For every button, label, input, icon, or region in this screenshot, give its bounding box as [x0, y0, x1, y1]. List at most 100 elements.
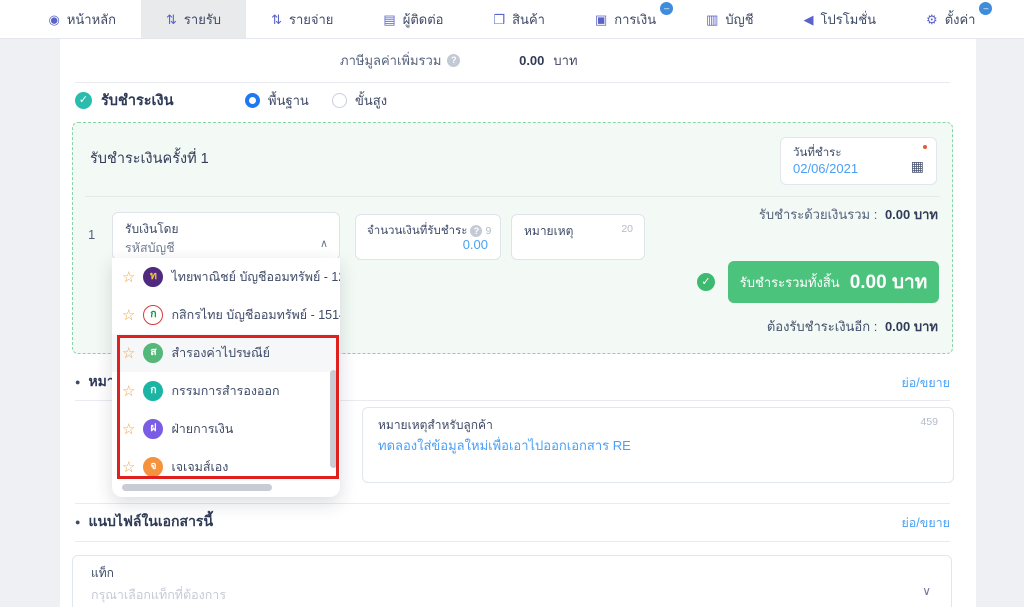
tag-label: แท็ก [91, 566, 114, 580]
help-icon[interactable]: ? [470, 225, 483, 237]
divider [75, 503, 950, 504]
cash-total-label: รับชำระด้วยเงินรวม : [758, 207, 878, 222]
vertical-scrollbar[interactable] [330, 370, 337, 468]
income-icon: ⇅ [166, 11, 177, 27]
customer-note-field[interactable]: หมายเหตุสำหรับลูกค้า 459 ทดลองใส่ข้อมูลใ… [362, 407, 954, 483]
notification-badge: – [660, 2, 674, 15]
remaining-line: ต้องรับชำระเงินอีก : 0.00 บาท [767, 316, 938, 337]
nav-tab[interactable]: ⇅ รายรับ [141, 0, 247, 38]
account-avatar: ท [143, 267, 164, 287]
mode-advanced-label: ขั้นสูง [355, 93, 388, 108]
attach-section-title: แนบไฟล์ในเอกสารนี้ [88, 513, 214, 529]
account-option[interactable]: ☆ ก กรรมการสำรองออก [112, 372, 340, 410]
tag-select[interactable]: แท็ก กรุณาเลือกแท็กที่ต้องการ ∨ [72, 555, 952, 607]
bullet-icon: ● [75, 517, 81, 527]
expense-icon: ⇅ [271, 11, 282, 27]
grand-total-button[interactable]: รับชำระรวมทั้งสิ้น 0.00 บาท [728, 261, 939, 303]
favorite-star-icon[interactable]: ☆ [122, 307, 136, 324]
payment-date-field[interactable]: วันที่ชำระ 02/06/2021 ▦ [780, 137, 937, 185]
cash-total-line: รับชำระด้วยเงินรวม : 0.00 บาท [759, 204, 938, 225]
dashboard-icon: ◉ [48, 11, 60, 27]
payment-date-value: 02/06/2021 [793, 161, 859, 176]
check-circle-icon: ✓ [697, 273, 715, 291]
attach-collapse-link[interactable]: ย่อ/ขยาย [901, 516, 950, 530]
favorite-star-icon[interactable]: ☆ [122, 269, 136, 286]
account-option[interactable]: ☆ ท ไทยพาณิชย์ บัญชีออมทรัพย์ - 123 [112, 258, 340, 296]
installment-title: รับชำระเงินครั้งที่ 1 [90, 151, 209, 167]
grand-total-label: รับชำระรวมทั้งสิ้น [739, 274, 840, 290]
payment-section-header: ✓ รับชำระเงิน [75, 89, 174, 112]
promotion-icon: ◀ [803, 11, 814, 27]
help-icon[interactable]: ? [447, 54, 461, 67]
nav-tab-label: รายรับ [183, 11, 222, 27]
favorite-star-icon[interactable]: ☆ [122, 383, 136, 400]
radio-unselected-icon [332, 93, 347, 108]
mode-advanced-radio[interactable]: ขั้นสูง [332, 90, 387, 111]
nav-tab-label: หน้าหลัก [66, 11, 117, 27]
account-option-label: ไทยพาณิชย์ บัญชีออมทรัพย์ - 123 [171, 270, 340, 284]
nav-tab-label: โปรโมชั่น [820, 11, 877, 27]
account-option[interactable]: ☆ จ เจเจมส์เอง [112, 448, 340, 486]
memo-field[interactable]: หมายเหตุ 20 [511, 214, 645, 260]
nav-tab[interactable]: ❒ สินค้า [468, 0, 569, 38]
memo-label: หมายเหตุ [524, 224, 574, 238]
cash-total-value: 0.00 บาท [884, 207, 938, 222]
check-circle-icon: ✓ [75, 92, 92, 109]
nav-tab[interactable]: ⚙ ตั้งค่า – [901, 0, 1000, 38]
accounting-icon: ▥ [706, 11, 719, 27]
customer-note-counter: 459 [920, 416, 938, 428]
favorite-star-icon[interactable]: ☆ [122, 421, 136, 438]
vat-total-row: ภาษีมูลค่าเพิ่มรวม ? 0.00 บาท [340, 50, 578, 71]
nav-tab[interactable]: ◉ หน้าหลัก [24, 0, 142, 38]
remaining-value: 0.00 บาท [884, 319, 938, 334]
account-avatar: ส [143, 343, 164, 363]
divider [75, 400, 950, 401]
account-dropdown: ☆ ท ไทยพาณิชย์ บัญชีออมทรัพย์ - 123 ☆ ก … [112, 258, 340, 497]
vat-total-label: ภาษีมูลค่าเพิ่มรวม [340, 53, 442, 68]
notes-collapse-link[interactable]: ย่อ/ขยาย [901, 376, 950, 390]
remaining-label: ต้องรับชำระเงินอีก : [766, 319, 878, 334]
amount-received-field[interactable]: จำนวนเงินที่รับชำระ ? 9 0.00 [355, 214, 501, 260]
nav-tab[interactable]: ▥ บัญชี [681, 0, 778, 38]
mode-basic-radio[interactable]: พื้นฐาน [245, 90, 309, 111]
customer-note-label: หมายเหตุสำหรับลูกค้า [378, 418, 493, 432]
divider [85, 196, 940, 197]
received-by-label: รับเงินโดย [125, 222, 179, 236]
nav-tab-label: รายจ่าย [288, 11, 334, 27]
received-by-select[interactable]: รับเงินโดย รหัสบัญชี ∧ [112, 212, 340, 260]
account-option[interactable]: ☆ ก กสิกรไทย บัญชีออมทรัพย์ - 15142 [112, 296, 340, 334]
calendar-icon[interactable]: ▦ [910, 158, 924, 174]
amount-counter: 9 [485, 225, 492, 237]
nav-tab-label: ผู้ติดต่อ [402, 11, 444, 27]
favorite-star-icon[interactable]: ☆ [122, 345, 136, 362]
vat-currency: บาท [553, 53, 578, 68]
account-avatar: ฝ [143, 419, 164, 439]
memo-counter: 20 [621, 223, 633, 235]
amount-received-value: 0.00 [462, 237, 488, 252]
account-option[interactable]: ☆ ฝ ฝ่ายการเงิน [112, 410, 340, 448]
required-marker [923, 145, 927, 149]
nav-tab-label: สินค้า [512, 11, 545, 27]
nav-tab[interactable]: ▣ การเงิน – [570, 0, 681, 38]
divider [75, 541, 950, 542]
nav-tab[interactable]: ◀ โปรโมชั่น [779, 0, 901, 38]
chevron-up-icon[interactable]: ∧ [319, 238, 328, 250]
nav-tab[interactable]: ▤ ผู้ติดต่อ [358, 0, 468, 38]
account-option-label: ฝ่ายการเงิน [171, 422, 234, 436]
tag-placeholder: กรุณาเลือกแท็กที่ต้องการ [91, 588, 227, 602]
products-icon: ❒ [493, 11, 506, 27]
favorite-star-icon[interactable]: ☆ [122, 459, 136, 476]
row-index: 1 [88, 227, 96, 242]
account-option[interactable]: ☆ ส สำรองค่าไปรษณีย์ [112, 334, 340, 372]
top-nav: ◉ หน้าหลัก ⇅ รายรับ ⇅ รายจ่าย ▤ ผู้ติดต่… [0, 0, 1024, 39]
mode-basic-label: พื้นฐาน [268, 93, 309, 108]
finance-icon: ▣ [594, 11, 608, 27]
account-avatar: จ [143, 457, 164, 477]
nav-tab-label: บัญชี [725, 11, 754, 27]
horizontal-scrollbar[interactable] [122, 484, 272, 491]
nav-tab-label: การเงิน [614, 11, 657, 27]
customer-note-value: ทดลองใส่ข้อมูลใหม่เพื่อเอาไปออกเอกสาร RE [378, 438, 631, 453]
chevron-down-icon[interactable]: ∨ [922, 584, 931, 598]
nav-tab[interactable]: ⇅ รายจ่าย [246, 0, 358, 38]
grand-total-value: 0.00 บาท [849, 272, 928, 293]
